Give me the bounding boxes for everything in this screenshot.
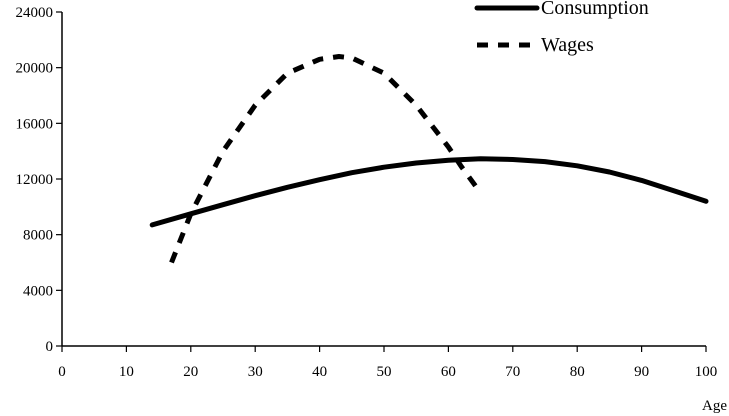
- legend: Consumption Wages: [474, 0, 649, 56]
- y-tick-label-12000: 12000: [16, 172, 54, 188]
- x-tick-label-20: 20: [183, 364, 198, 380]
- series-line-consumption: [149, 156, 709, 228]
- y-tick-label-24000: 24000: [16, 5, 54, 21]
- x-tick-label-80: 80: [570, 364, 585, 380]
- legend-label-consumption: Consumption: [541, 0, 649, 19]
- y-axis-ticks: 0 4000 8000 12000 16000 20000 24000: [16, 5, 62, 355]
- x-tick-label-70: 70: [505, 364, 520, 380]
- axes: [61, 12, 706, 347]
- y-tick-label-0: 0: [46, 339, 54, 355]
- x-tick-label-90: 90: [634, 364, 649, 380]
- y-tick-label-4000: 4000: [23, 283, 53, 299]
- series-layer: [149, 54, 709, 264]
- x-tick-label-60: 60: [441, 364, 456, 380]
- x-tick-label-10: 10: [119, 364, 134, 380]
- y-tick-label-16000: 16000: [16, 116, 54, 132]
- x-axis-title: Age: [702, 398, 727, 414]
- y-tick-label-20000: 20000: [16, 61, 54, 77]
- x-tick-label-40: 40: [312, 364, 327, 380]
- x-tick-label-100: 100: [695, 364, 718, 380]
- x-axis-ticks: 0 10 20 30 40 50 60 70 80 90 100: [58, 346, 717, 380]
- x-tick-label-30: 30: [248, 364, 263, 380]
- x-tick-label-0: 0: [58, 364, 66, 380]
- legend-label-wages: Wages: [541, 34, 594, 56]
- y-tick-label-8000: 8000: [23, 228, 53, 244]
- x-tick-label-50: 50: [377, 364, 392, 380]
- series-line-wages: [169, 54, 483, 264]
